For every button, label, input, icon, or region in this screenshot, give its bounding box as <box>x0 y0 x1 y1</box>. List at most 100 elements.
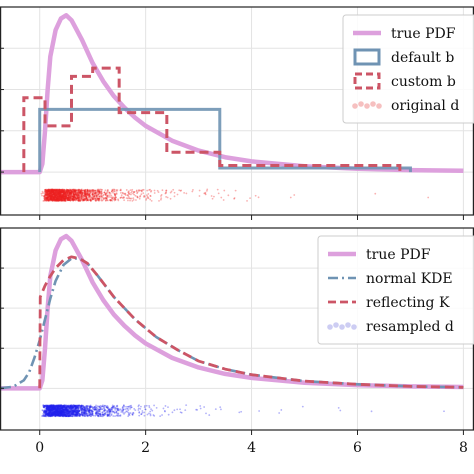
data-point <box>78 195 81 198</box>
data-point <box>55 192 58 195</box>
data-point <box>76 195 78 198</box>
data-point <box>75 411 78 414</box>
data-point <box>52 411 55 414</box>
data-point <box>71 198 74 201</box>
data-point <box>60 413 63 416</box>
data-point <box>72 196 74 198</box>
data-point <box>132 192 134 195</box>
data-point <box>60 411 62 414</box>
data-point <box>69 196 72 199</box>
data-point <box>63 414 66 417</box>
data-point <box>72 195 74 198</box>
data-point <box>66 194 69 196</box>
data-point <box>94 191 96 194</box>
data-point <box>138 189 140 191</box>
data-point <box>67 411 70 414</box>
legend-handle <box>376 103 382 109</box>
data-point <box>99 410 101 413</box>
data-point <box>49 192 52 195</box>
data-point <box>119 415 122 417</box>
data-point <box>56 414 59 416</box>
data-point <box>50 189 53 192</box>
data-point <box>52 195 55 198</box>
data-point <box>64 198 67 200</box>
data-point <box>79 190 82 193</box>
data-point <box>92 408 94 411</box>
data-point <box>54 410 57 413</box>
data-point <box>78 199 80 202</box>
data-point <box>61 199 64 202</box>
data-point <box>94 189 97 192</box>
data-point <box>99 188 102 191</box>
data-point <box>61 414 64 417</box>
data-point <box>156 189 159 192</box>
data-point <box>78 194 81 197</box>
data-point <box>55 198 57 201</box>
data-point <box>127 192 130 195</box>
data-point <box>65 409 68 412</box>
data-point <box>111 196 114 199</box>
data-point <box>49 408 52 411</box>
data-point <box>64 194 67 197</box>
data-point <box>52 410 55 412</box>
data-point <box>54 407 56 410</box>
data-point <box>79 413 82 416</box>
data-point <box>52 407 55 410</box>
data-point <box>64 197 67 200</box>
data-point <box>53 406 56 408</box>
data-point <box>78 191 81 194</box>
data-point <box>77 199 80 202</box>
data-point <box>90 196 93 199</box>
data-point <box>103 197 106 200</box>
data-point <box>73 406 76 409</box>
data-point <box>63 191 66 194</box>
data-point <box>52 196 54 199</box>
data-point <box>124 405 126 408</box>
data-point <box>47 408 50 411</box>
data-point <box>74 405 77 408</box>
data-point <box>102 414 105 417</box>
data-point <box>54 199 57 202</box>
data-point <box>63 197 66 200</box>
data-point <box>90 191 92 194</box>
data-point <box>52 190 55 192</box>
data-point <box>76 405 78 408</box>
data-point <box>75 410 78 413</box>
data-point <box>52 192 55 194</box>
data-point <box>98 408 101 411</box>
data-point <box>46 191 49 194</box>
data-point <box>47 197 50 199</box>
data-point <box>98 192 101 195</box>
data-point <box>47 190 50 192</box>
data-point <box>115 405 118 408</box>
data-point <box>88 411 91 414</box>
data-point <box>47 189 50 192</box>
data-point <box>114 194 117 197</box>
data-point <box>119 196 122 199</box>
data-point <box>67 414 70 417</box>
data-point <box>62 414 65 417</box>
data-point <box>69 410 72 413</box>
data-point <box>66 191 69 194</box>
data-point <box>62 199 64 202</box>
data-point <box>81 414 84 417</box>
data-point <box>52 407 54 410</box>
data-point <box>64 413 67 416</box>
data-point <box>122 196 125 198</box>
data-point <box>106 189 109 192</box>
data-point <box>42 413 45 415</box>
data-point <box>52 192 55 195</box>
data-point <box>66 408 69 411</box>
data-point <box>51 198 54 200</box>
data-point <box>50 411 53 414</box>
data-point <box>92 190 95 193</box>
data-point <box>46 408 48 411</box>
data-point <box>73 408 76 411</box>
data-point <box>55 188 58 191</box>
data-point <box>58 192 60 194</box>
data-point <box>59 191 61 193</box>
legend-handle <box>333 322 339 328</box>
data-point <box>49 197 52 200</box>
data-point <box>60 199 63 202</box>
data-point <box>57 197 60 200</box>
